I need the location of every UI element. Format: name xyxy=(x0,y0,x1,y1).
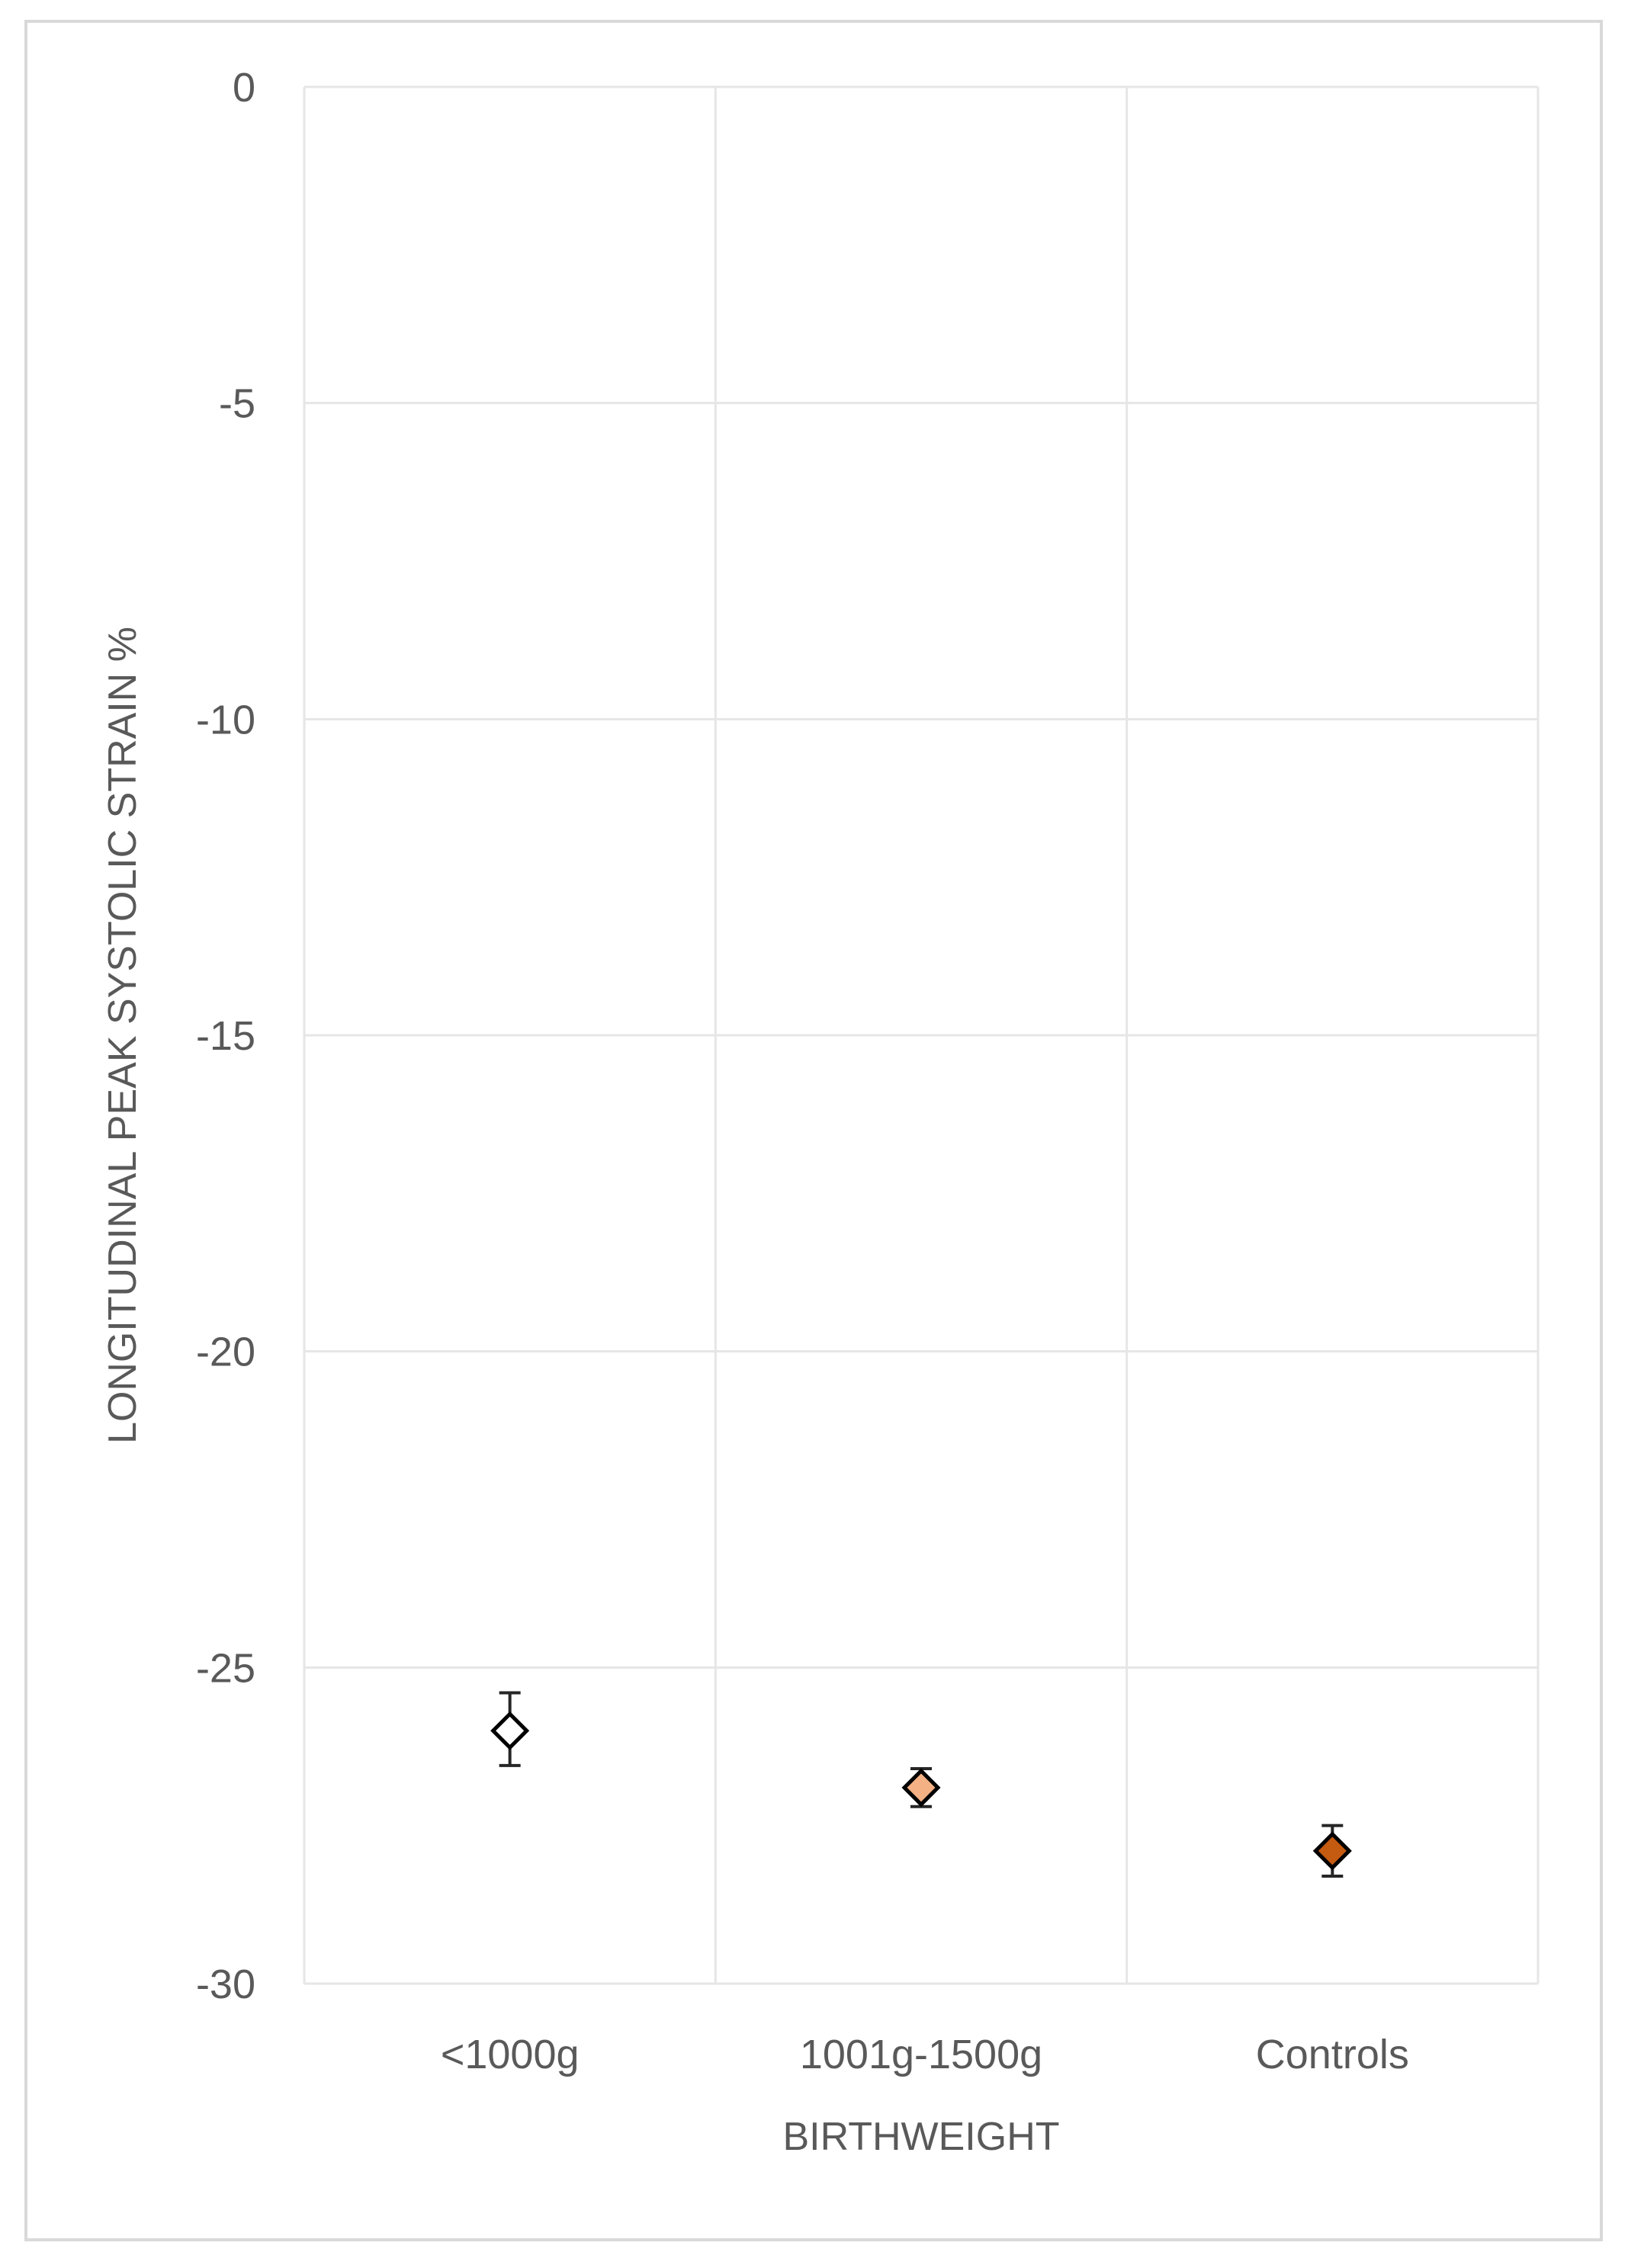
y-tick-label-4: -20 xyxy=(196,1330,255,1375)
y-tick-labels: 0 -5 -10 -15 -20 -25 -30 xyxy=(196,65,255,2007)
marker-0 xyxy=(490,1711,530,1750)
x-tick-label-0: <1000g xyxy=(441,2032,580,2077)
x-axis-title: BIRTHWEIGHT xyxy=(782,2115,1059,2159)
y-tick-label-0: 0 xyxy=(233,65,255,111)
x-tick-label-1: 1001g-1500g xyxy=(800,2032,1042,2077)
chart-frame xyxy=(24,20,1603,2241)
data-point-0 xyxy=(490,1691,530,1767)
y-tick-label-1: -5 xyxy=(219,381,255,427)
data-points xyxy=(490,1691,1352,1878)
marker-2 xyxy=(1312,1831,1352,1871)
y-tick-label-2: -10 xyxy=(196,697,255,743)
y-tick-label-6: -30 xyxy=(196,1962,255,2007)
x-tick-label-2: Controls xyxy=(1256,2032,1409,2077)
y-tick-label-3: -15 xyxy=(196,1013,255,1059)
data-point-2 xyxy=(1312,1824,1352,1878)
y-tick-label-5: -25 xyxy=(196,1645,255,1691)
data-point-1 xyxy=(901,1767,941,1808)
x-tick-labels: <1000g 1001g-1500g Controls xyxy=(441,2032,1409,2077)
y-axis-title: LONGITUDINAL PEAK SYSTOLIC STRAIN % xyxy=(101,627,145,1444)
marker-1 xyxy=(901,1768,941,1808)
grid xyxy=(303,85,1540,1985)
